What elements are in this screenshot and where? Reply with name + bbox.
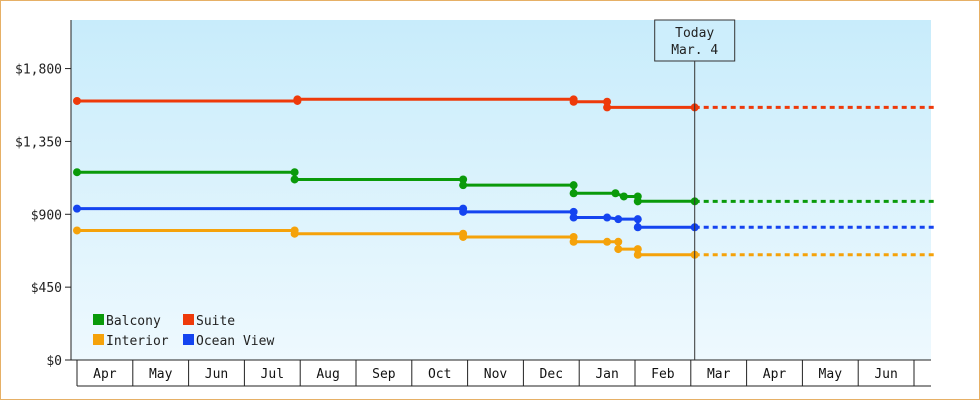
data-point-ocean-view-8[interactable]	[633, 223, 642, 232]
month-label-5: Sep	[372, 367, 396, 382]
month-label-9: Jan	[595, 367, 618, 382]
y-tick-label-0: $0	[46, 354, 62, 369]
data-point-balcony-5[interactable]	[569, 181, 578, 190]
data-point-ocean-view-2[interactable]	[459, 207, 468, 216]
legend-label-suite[interactable]: Suite	[196, 314, 235, 329]
data-point-balcony-0[interactable]	[73, 168, 81, 177]
today-label: Today	[675, 26, 714, 41]
data-point-balcony-3[interactable]	[459, 175, 468, 184]
data-point-suite-0[interactable]	[73, 96, 81, 105]
data-point-interior-9[interactable]	[614, 245, 623, 254]
month-label-12: Apr	[763, 367, 787, 382]
data-point-interior-7[interactable]	[603, 237, 612, 246]
data-point-suite-5[interactable]	[603, 97, 612, 106]
data-point-ocean-view-0[interactable]	[73, 204, 81, 213]
data-point-interior-10[interactable]	[633, 245, 642, 254]
month-label-4: Aug	[316, 367, 339, 382]
data-point-balcony-1[interactable]	[290, 168, 299, 177]
data-point-ocean-view-7[interactable]	[633, 215, 642, 224]
data-point-balcony-2[interactable]	[290, 175, 299, 184]
y-tick-label-4: $1,800	[15, 63, 62, 78]
legend-label-balcony[interactable]: Balcony	[106, 314, 161, 329]
legend-swatch-suite[interactable]	[183, 314, 194, 325]
data-point-ocean-view-3[interactable]	[569, 207, 578, 216]
data-point-ocean-view-5[interactable]	[603, 213, 612, 222]
month-label-2: Jun	[205, 367, 228, 382]
month-label-7: Nov	[484, 367, 508, 382]
data-point-interior-2[interactable]	[290, 229, 299, 238]
data-point-interior-6[interactable]	[569, 237, 578, 246]
data-point-interior-11[interactable]	[633, 250, 642, 259]
today-date: Mar. 4	[671, 43, 718, 58]
data-point-balcony-4[interactable]	[459, 181, 468, 190]
month-label-10: Feb	[651, 367, 675, 382]
legend-swatch-interior[interactable]	[93, 334, 104, 345]
y-tick-label-3: $1,350	[15, 135, 62, 150]
today-box	[654, 19, 736, 62]
data-point-suite-2[interactable]	[293, 95, 302, 104]
data-point-interior-0[interactable]	[73, 226, 81, 235]
month-label-14: Jun	[874, 367, 897, 382]
month-label-6: Oct	[428, 367, 451, 382]
data-point-balcony-6[interactable]	[569, 189, 578, 198]
month-label-13: May	[819, 367, 843, 382]
plot-area	[71, 20, 931, 360]
data-point-interior-8[interactable]	[614, 237, 623, 246]
legend-label-ocean-view[interactable]: Ocean View	[196, 334, 274, 349]
data-point-suite-6[interactable]	[603, 103, 612, 112]
month-label-1: May	[149, 367, 173, 382]
legend-swatch-ocean-view[interactable]	[183, 334, 194, 345]
data-point-ocean-view-6[interactable]	[614, 215, 623, 224]
month-label-8: Dec	[540, 367, 563, 382]
y-tick-label-2: $900	[31, 208, 62, 223]
data-point-balcony-10[interactable]	[633, 197, 642, 206]
data-point-interior-4[interactable]	[459, 232, 468, 241]
legend-label-interior[interactable]: Interior	[106, 334, 169, 349]
data-point-balcony-8[interactable]	[619, 192, 628, 201]
legend-swatch-balcony[interactable]	[93, 314, 104, 325]
data-point-suite-4[interactable]	[569, 97, 578, 106]
data-point-ocean-view-4[interactable]	[569, 213, 578, 222]
month-label-3: Jul	[261, 367, 284, 382]
month-label-0: Apr	[93, 367, 117, 382]
y-tick-label-1: $450	[31, 281, 62, 296]
month-label-11: Mar	[707, 367, 731, 382]
data-point-balcony-7[interactable]	[611, 189, 620, 198]
